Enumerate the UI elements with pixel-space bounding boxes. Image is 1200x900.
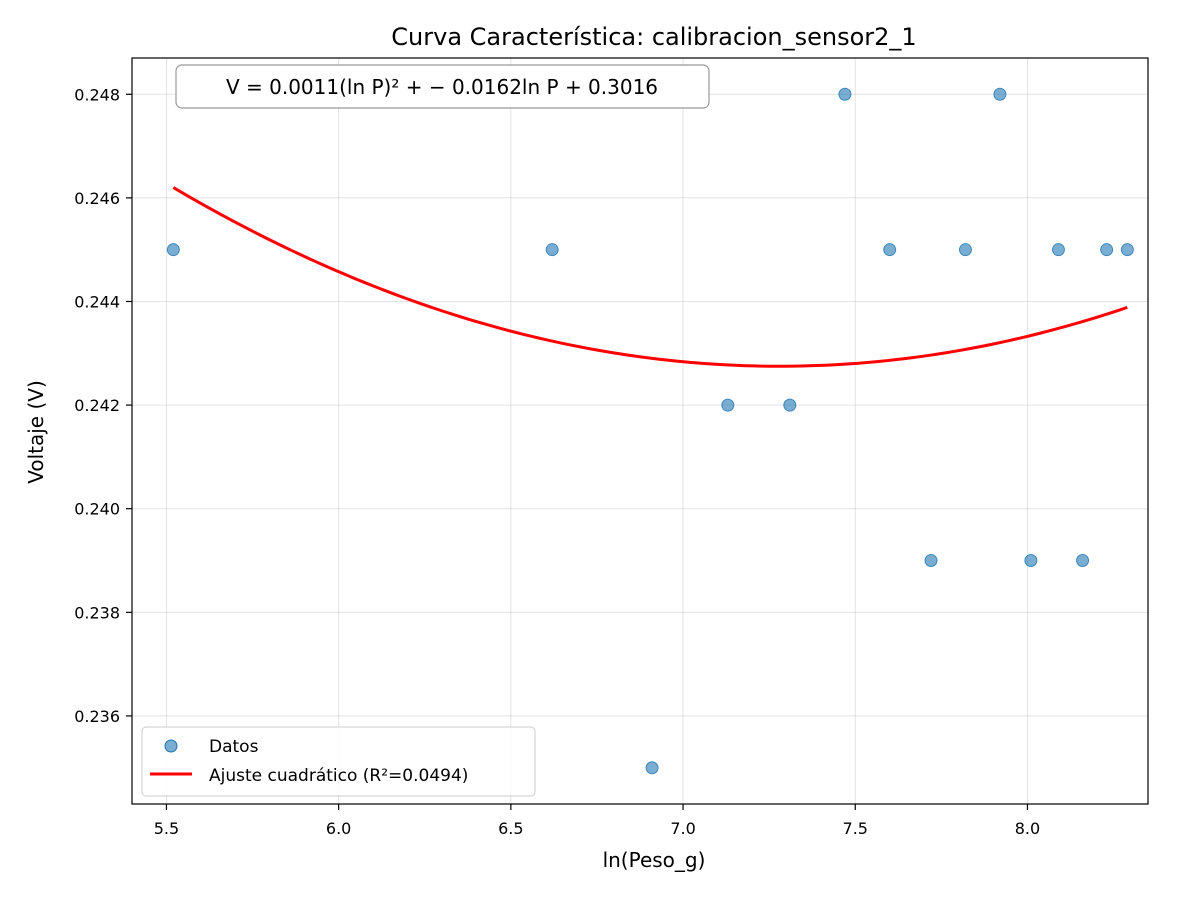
legend-frame (141, 726, 536, 797)
data-point (993, 87, 1007, 101)
x-tick-label: 7.5 (843, 819, 868, 838)
fit-line-group (172, 186, 1128, 368)
data-point (1076, 554, 1090, 568)
grid (132, 58, 1148, 804)
x-tick-label: 6.0 (326, 819, 351, 838)
legend-label-datos: Datos (209, 737, 259, 757)
data-point (1051, 243, 1065, 257)
data-point (1024, 554, 1038, 568)
x-axis-label: ln(Peso_g) (603, 848, 706, 872)
fit-line (172, 186, 1128, 368)
equation-box: V = 0.0011(ln P)² + − 0.0162ln P + 0.301… (175, 64, 710, 109)
data-point (783, 398, 797, 412)
y-tick-label: 0.240 (74, 500, 120, 519)
y-tick-label: 0.238 (74, 603, 120, 622)
data-point (924, 554, 938, 568)
y-axis-label: Voltaje (V) (24, 380, 48, 484)
x-axis: 5.5 6.0 6.5 7.0 7.5 8.0 (154, 804, 1040, 838)
data-point (838, 87, 852, 101)
legend-marker-datos (164, 739, 178, 753)
data-point (883, 243, 897, 257)
legend-label-fit: Ajuste cuadrático (R²=0.0494) (209, 766, 468, 786)
x-tick-label: 6.5 (498, 819, 523, 838)
x-tick-label: 5.5 (154, 819, 179, 838)
y-tick-label: 0.248 (74, 85, 120, 104)
equation-box-frame (175, 64, 710, 109)
y-tick-label: 0.244 (74, 292, 120, 311)
data-point (645, 761, 659, 775)
legend: Datos Ajuste cuadrático (R²=0.0494) (141, 726, 536, 797)
x-tick-label: 7.0 (670, 819, 695, 838)
data-point (1120, 243, 1134, 257)
data-point (166, 243, 180, 257)
y-tick-label: 0.242 (74, 396, 120, 415)
data-point (1100, 243, 1114, 257)
y-tick-label: 0.236 (74, 707, 120, 726)
x-tick-label: 8.0 (1015, 819, 1040, 838)
y-tick-label: 0.246 (74, 189, 120, 208)
data-point (958, 243, 972, 257)
y-axis: 0.236 0.238 0.240 0.242 0.244 0.246 0.248 (74, 85, 132, 726)
fit-equation: V = 0.0011(ln P)² + − 0.0162ln P + 0.301… (226, 75, 658, 99)
data-point (721, 398, 735, 412)
chart-title: Curva Característica: calibracion_sensor… (391, 23, 916, 51)
plot-area-frame (131, 57, 1149, 805)
data-point (545, 243, 559, 257)
